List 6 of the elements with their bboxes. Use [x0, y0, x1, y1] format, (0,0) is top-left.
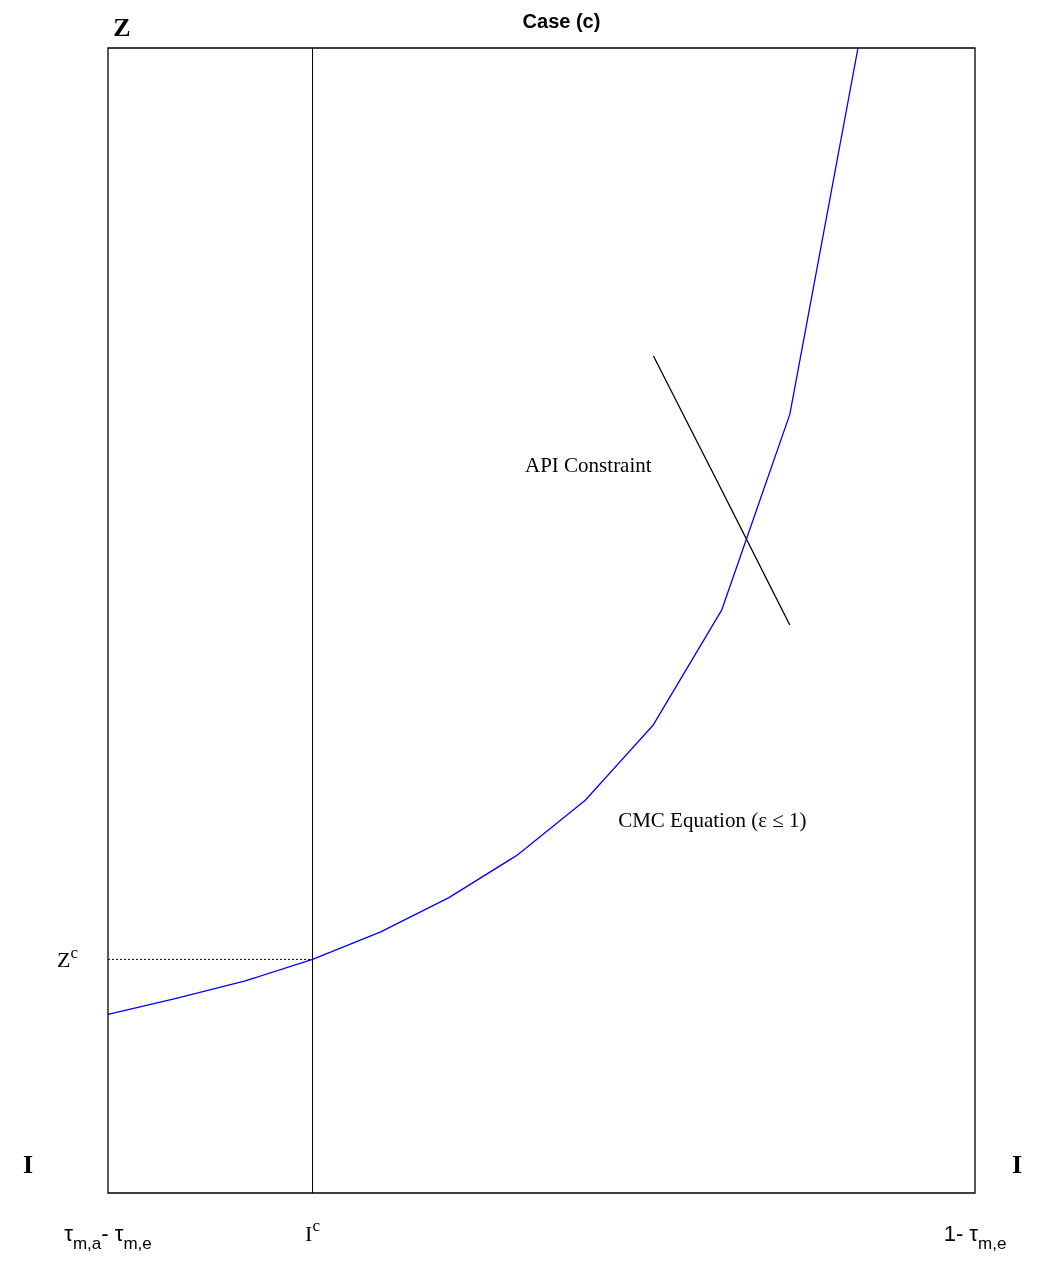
- chart-title: Case (c): [522, 10, 601, 32]
- x-axis-title: I: [22, 1150, 34, 1179]
- annotation: API Constraint: [525, 452, 652, 477]
- annotation: CMC Equation (ε ≤ 1): [618, 807, 807, 832]
- text: I: [1011, 1150, 1023, 1179]
- y-axis-title: Z: [113, 13, 131, 42]
